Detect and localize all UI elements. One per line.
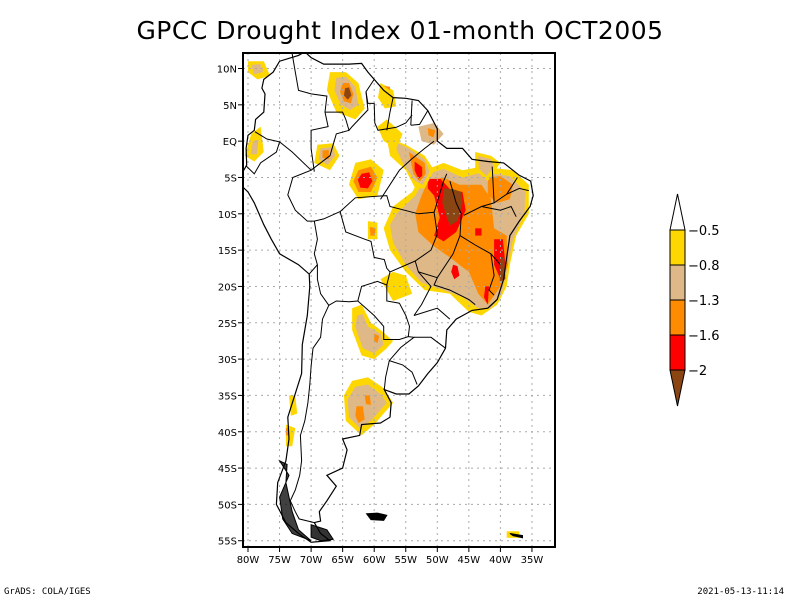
political-border: [506, 187, 529, 195]
legend-level-label: −0.5: [688, 224, 720, 239]
lon-tick-label: 70W: [300, 555, 323, 566]
lon-tick-label: 75W: [268, 555, 291, 566]
legend-band-l2: [669, 264, 686, 301]
political-border: [413, 307, 451, 320]
political-border: [481, 205, 517, 217]
grads-credit: GrADS: COLA/IGES: [4, 587, 91, 597]
drought-fill-l4: [357, 172, 373, 189]
lat-tick-label: 5N: [223, 101, 237, 112]
drought-fill-l3: [374, 333, 380, 344]
lon-tick-label: 45W: [458, 555, 481, 566]
political-border: [414, 180, 462, 279]
south-georgia-island: [509, 533, 523, 539]
drought-fill-l4: [484, 286, 489, 305]
political-border: [386, 97, 394, 131]
lat-tick-label: 15S: [218, 246, 237, 257]
timestamp: 2021-05-13-11:14: [697, 587, 784, 597]
lat-tick-label: 10N: [217, 65, 237, 76]
lon-tick-label: 40W: [489, 555, 512, 566]
drought-fill-l4: [451, 264, 460, 280]
lat-tick-label: 10S: [218, 210, 237, 221]
drought-fill-l1: [289, 395, 298, 416]
lat-tick-label: 45S: [218, 464, 237, 475]
grid-lines: [243, 53, 555, 547]
political-border: [413, 271, 432, 316]
lat-tick-label: 25S: [218, 319, 237, 330]
drought-fill-l4: [475, 228, 482, 236]
lat-tick-label: 50S: [218, 500, 237, 511]
political-border: [339, 195, 435, 215]
coastlines: [243, 53, 534, 543]
political-border: [383, 336, 416, 390]
lat-tick-label: 40S: [218, 428, 237, 439]
lon-tick-label: 55W: [394, 555, 417, 566]
legend-level-label: −1.6: [688, 329, 720, 344]
map-frame: [242, 52, 556, 548]
drought-fill-l3: [427, 128, 436, 138]
drought-fill-l4: [414, 161, 423, 179]
drought-fill-l3: [322, 149, 329, 160]
political-border: [314, 210, 391, 306]
political-border: [414, 336, 446, 349]
lat-tick-label: 5S: [224, 173, 237, 184]
political-border: [389, 212, 438, 273]
lat-tick-label: EQ: [223, 137, 237, 148]
lon-tick-label: 50W: [426, 555, 449, 566]
drought-fill-l3: [383, 85, 390, 91]
political-border: [410, 110, 429, 126]
political-border: [463, 166, 495, 216]
continent-coastline: [243, 53, 534, 543]
political-border: [291, 53, 329, 172]
political-border: [279, 141, 318, 275]
falkland-islands: [365, 512, 388, 521]
political-border: [488, 253, 495, 296]
legend-level-label: −0.8: [688, 259, 720, 274]
drought-fill-l2: [250, 139, 259, 155]
lat-tick-label: 20S: [218, 282, 237, 293]
legend-band-l4: [669, 334, 686, 371]
drought-fill-l3: [355, 406, 365, 423]
drought-fill-l3: [364, 395, 371, 405]
political-border: [459, 235, 501, 266]
colorbar-legend: −0.5 −0.8 −1.3 −1.6 −2: [669, 193, 720, 407]
lat-tick-label: 55S: [218, 537, 237, 548]
legend-level-label: −2: [688, 364, 707, 379]
legend-band-l1: [669, 229, 686, 266]
drought-fill-l1: [399, 279, 406, 287]
latitude-axis: 10N 5N EQ 5S 10S 15S 20S 25S 30S 35S 40S 45S 50S 55S: [217, 65, 243, 548]
political-border: [289, 305, 330, 524]
drought-fill-below: [343, 87, 352, 100]
lat-tick-label: 30S: [218, 355, 237, 366]
political-border: [433, 173, 448, 213]
drought-fill-l1: [377, 119, 403, 149]
drought-fill-l1: [380, 271, 413, 301]
chilean-archipelago: [278, 459, 312, 542]
lon-tick-label: 35W: [521, 555, 544, 566]
political-border: [310, 129, 350, 171]
legend-arrow-above: [669, 193, 686, 231]
tierra-del-fuego: [310, 524, 335, 542]
longitude-axis: 80W 75W 70W 65W 60W 55W 50W 45W 40W 35W: [237, 547, 544, 566]
political-border: [410, 100, 413, 126]
political-border: [245, 131, 281, 175]
drought-fill-l2: [355, 314, 384, 354]
legend-arrow-below: [669, 369, 686, 407]
political-border: [433, 277, 476, 305]
political-border: [389, 360, 418, 385]
lon-tick-label: 60W: [363, 555, 386, 566]
lat-tick-label: 35S: [218, 391, 237, 402]
drought-fill-l2: [251, 64, 264, 75]
map-title: GPCC Drought Index 01-month OCT2005: [136, 16, 664, 45]
legend-band-l3: [669, 299, 686, 336]
drought-fill-below: [442, 188, 463, 226]
lon-tick-label: 65W: [331, 555, 354, 566]
political-border: [380, 140, 435, 200]
legend-level-label: −1.3: [688, 294, 720, 309]
lon-tick-label: 80W: [237, 555, 260, 566]
